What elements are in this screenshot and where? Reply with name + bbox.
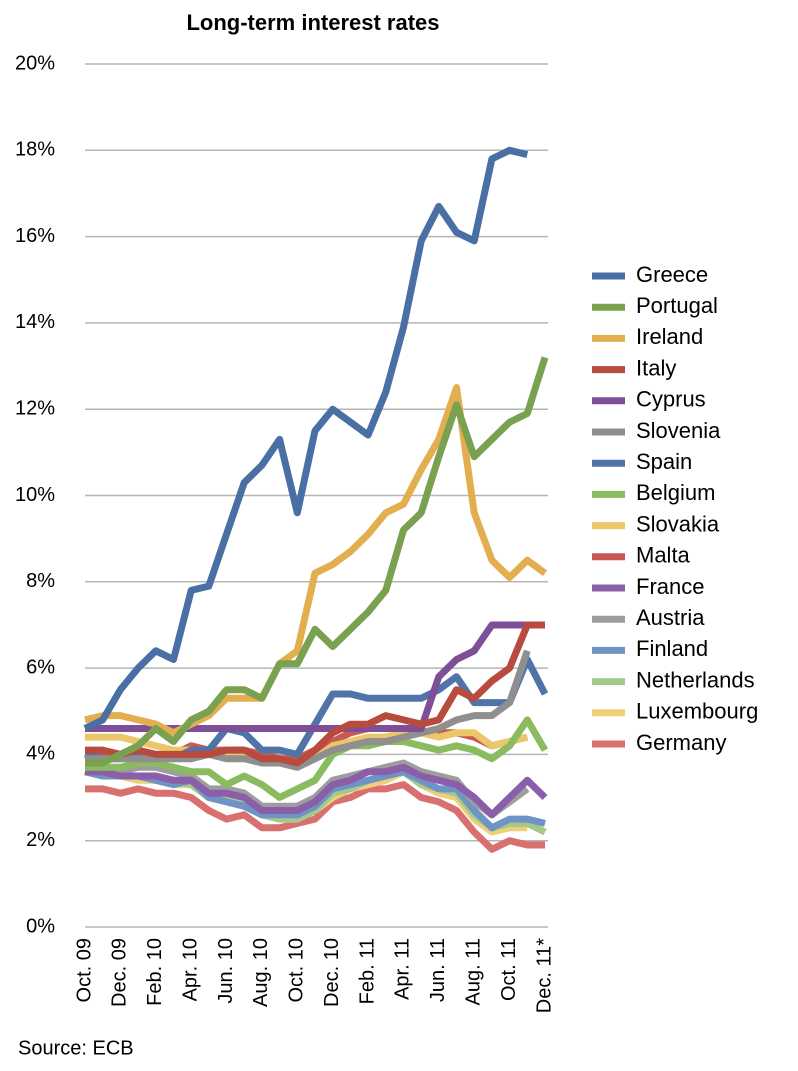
legend-label: Cyprus [636, 387, 706, 412]
x-tick-label: Feb. 10 [144, 938, 166, 1006]
legend-label: Slovakia [636, 511, 720, 536]
y-tick-label: 0% [26, 915, 55, 937]
legend-label: Netherlands [636, 667, 755, 692]
legend-label: Finland [636, 636, 708, 661]
legend-label: Belgium [636, 480, 715, 505]
y-tick-label: 2% [26, 829, 55, 851]
x-tick-label: Oct. 10 [286, 938, 308, 1002]
y-tick-label: 6% [26, 656, 55, 678]
y-tick-label: 20% [15, 52, 55, 74]
y-tick-label: 18% [15, 139, 55, 161]
x-tick-label: Jun. 11 [427, 938, 449, 1002]
series-line [85, 716, 549, 801]
x-tick-label: Apr. 10 [179, 938, 201, 1001]
legend-label: Portugal [636, 293, 718, 318]
x-tick-label: Feb. 11 [356, 938, 378, 1004]
legend-label: Germany [636, 730, 726, 755]
x-tick-label: Dec. 10 [321, 938, 343, 1007]
x-tick-label: Aug. 10 [250, 938, 272, 1007]
x-tick-label: Oct. 11 [498, 938, 520, 1001]
series-line [85, 356, 549, 767]
chart-title: Long-term interest rates [186, 10, 439, 35]
x-tick-label: Apr. 11 [392, 938, 414, 1000]
y-tick-label: 8% [26, 570, 55, 592]
x-tick-label: Oct. 09 [73, 938, 95, 1002]
legend-label: Slovenia [636, 418, 721, 443]
series-line [84, 384, 548, 737]
series-line [85, 649, 531, 771]
x-tick-label: Dec. 09 [109, 938, 131, 1007]
x-tick-label: Jun. 10 [215, 938, 237, 1004]
legend-label: Luxembourg [636, 699, 758, 724]
legend-label: France [636, 574, 704, 599]
series-line [84, 768, 546, 832]
legend-label: Austria [636, 605, 705, 630]
y-tick-label: 16% [15, 225, 55, 247]
y-tick-label: 12% [15, 397, 55, 419]
series-line [85, 759, 530, 819]
legend-label: Ireland [636, 324, 703, 349]
y-tick-label: 14% [15, 311, 55, 333]
x-tick-label: Aug. 11 [463, 938, 485, 1005]
series-line [83, 146, 529, 732]
y-tick-label: 10% [15, 484, 55, 506]
x-tick-label: Dec. 11* [533, 938, 555, 1013]
series-line [85, 763, 548, 819]
legend-label: Italy [636, 355, 676, 380]
y-tick-label: 4% [26, 743, 55, 765]
legend-label: Spain [636, 449, 692, 474]
series-line [85, 621, 545, 767]
legend-label: Malta [636, 543, 691, 568]
source-note: Source: ECB [18, 1037, 134, 1059]
series-line [85, 781, 545, 853]
legend-label: Greece [636, 262, 708, 287]
